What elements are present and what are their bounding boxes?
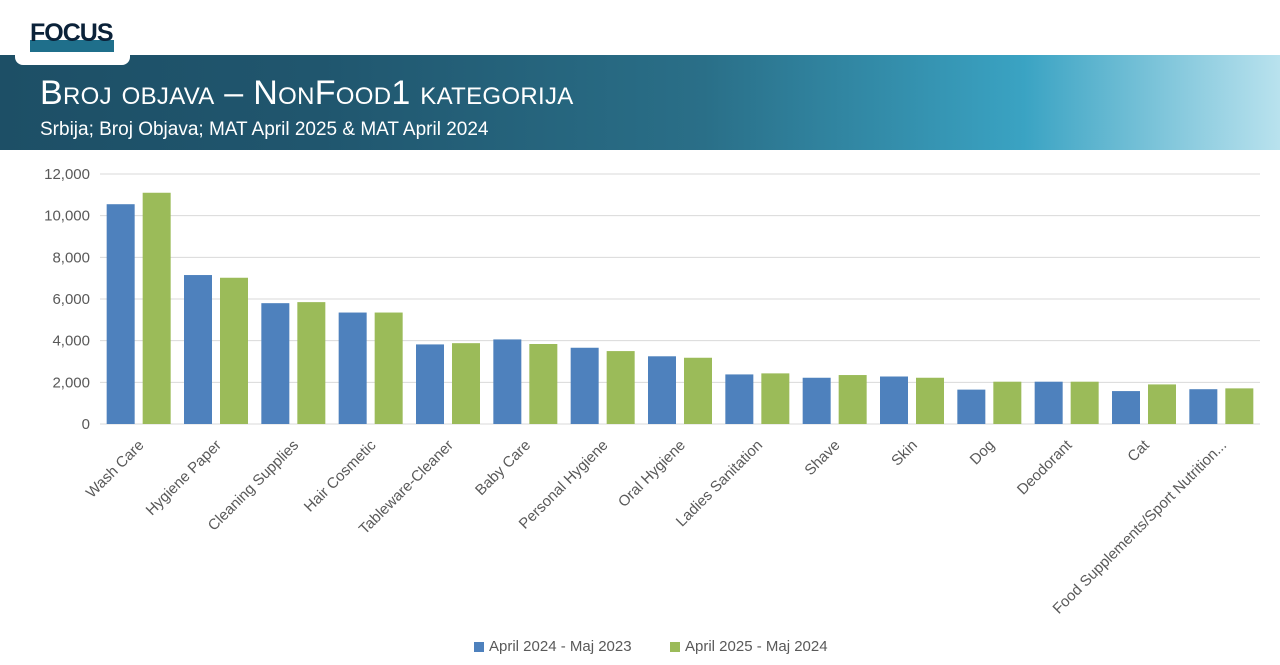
bar-series-2 bbox=[916, 377, 944, 424]
x-tick-label: Hygiene Paper bbox=[143, 437, 225, 519]
legend-item-series-1: April 2024 - Maj 2023 bbox=[474, 638, 632, 655]
bar-series-1 bbox=[1189, 389, 1218, 424]
bar-series-2 bbox=[838, 375, 867, 424]
bar-chart: 0 2,000 4,000 6,000 8,000 10,000 12,000 Wash C… bbox=[44, 166, 1260, 617]
bar-series-1 bbox=[725, 374, 754, 424]
bar-series-1 bbox=[261, 303, 290, 424]
x-tick-label: Deodorant bbox=[1014, 436, 1076, 498]
bar-series-2 bbox=[684, 357, 712, 424]
bars bbox=[106, 192, 1254, 424]
bar-series-1 bbox=[570, 347, 599, 424]
bar-series-2 bbox=[606, 351, 635, 424]
bar-series-2 bbox=[452, 343, 480, 424]
bar-series-1 bbox=[493, 339, 522, 424]
legend-swatch-series-2 bbox=[670, 641, 680, 652]
bar-series-1 bbox=[957, 389, 986, 424]
bar-series-1 bbox=[338, 312, 367, 424]
bar-series-1 bbox=[106, 204, 135, 424]
bar-series-2 bbox=[374, 312, 403, 424]
bar-series-1 bbox=[648, 356, 676, 424]
page-subtitle: Srbija; Broj Objava; MAT April 2025 & MA… bbox=[40, 119, 489, 140]
x-tick-label: Food Supplements/Sport Nutrition... bbox=[1050, 437, 1231, 618]
x-tick-label: Hair Cosmetic bbox=[301, 436, 380, 515]
bar-series-1 bbox=[1112, 391, 1140, 424]
y-tick-label: 0 bbox=[82, 416, 90, 433]
bar-series-2 bbox=[1225, 388, 1254, 424]
page-title: Broj objava – NonFood1 kategorija bbox=[40, 74, 574, 112]
legend-label-series-1: April 2024 - Maj 2023 bbox=[489, 638, 632, 655]
bar-series-2 bbox=[1148, 384, 1176, 424]
bar-series-2 bbox=[297, 302, 326, 424]
header-band bbox=[0, 55, 1280, 150]
bar-series-1 bbox=[184, 275, 212, 424]
focus-logo: FOCUS bbox=[30, 19, 114, 52]
x-tick-label: Baby Care bbox=[472, 437, 534, 499]
bar-series-2 bbox=[1070, 381, 1099, 424]
logo-text: FOCUS bbox=[30, 19, 113, 47]
bar-series-2 bbox=[220, 277, 248, 424]
y-tick-label: 12,000 bbox=[44, 166, 90, 183]
x-tick-label: Shave bbox=[801, 437, 843, 479]
x-tick-label: Oral Hygiene bbox=[615, 437, 689, 511]
legend: April 2024 - Maj 2023 April 2025 - Maj 2… bbox=[0, 638, 1280, 660]
bar-series-2 bbox=[993, 381, 1022, 424]
legend-swatch-series-1 bbox=[474, 641, 484, 652]
x-tick-label: Wash Care bbox=[83, 437, 148, 502]
y-tick-label: 4,000 bbox=[52, 333, 90, 350]
bar-series-2 bbox=[142, 192, 171, 424]
bar-series-2 bbox=[761, 373, 790, 424]
bar-series-2 bbox=[529, 344, 558, 424]
y-tick-label: 8,000 bbox=[52, 249, 90, 266]
bar-series-1 bbox=[880, 376, 908, 424]
bar-series-1 bbox=[416, 344, 444, 424]
y-tick-label: 2,000 bbox=[52, 374, 90, 391]
x-tick-label: Dog bbox=[967, 437, 998, 468]
x-tick-label: Skin bbox=[888, 437, 921, 470]
legend-label-series-2: April 2025 - Maj 2024 bbox=[685, 638, 828, 655]
bar-series-1 bbox=[1034, 381, 1063, 424]
y-axis-ticks: 0 2,000 4,000 6,000 8,000 10,000 12,000 bbox=[44, 166, 90, 433]
logo-underbar bbox=[30, 40, 114, 52]
y-tick-label: 10,000 bbox=[44, 208, 90, 225]
bar-series-1 bbox=[802, 377, 831, 424]
y-tick-label: 6,000 bbox=[52, 291, 90, 308]
gridlines bbox=[100, 173, 1260, 425]
legend-item-series-2: April 2025 - Maj 2024 bbox=[670, 638, 828, 655]
logo-container bbox=[15, 0, 130, 65]
x-tick-label: Cat bbox=[1124, 436, 1153, 465]
